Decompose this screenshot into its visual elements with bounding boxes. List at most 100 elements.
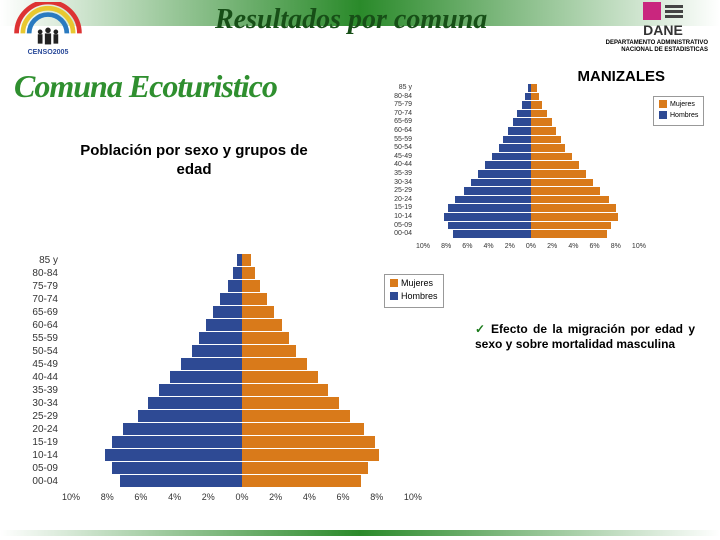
bar-hombres <box>513 118 531 126</box>
pyramid-row <box>416 170 646 179</box>
main-title: Resultados por comuna <box>215 4 487 36</box>
x-tick: 10% <box>632 243 646 250</box>
age-label: 40-44 <box>380 161 412 170</box>
bar-hombres <box>233 267 242 279</box>
age-label: 45-49 <box>380 153 412 162</box>
x-tick: 8% <box>611 243 621 250</box>
bar-mujeres <box>242 345 296 357</box>
pyramid-row <box>416 187 646 196</box>
bar-hombres <box>455 196 531 204</box>
pyramid-row <box>62 397 422 410</box>
legend-label: Hombres <box>670 112 698 119</box>
bar-hombres <box>192 345 242 357</box>
pyramid-row <box>62 436 422 449</box>
bar-hombres <box>503 136 531 144</box>
x-tick: 8% <box>441 243 451 250</box>
legend-item: Mujeres <box>390 278 438 288</box>
age-label: 20-24 <box>380 196 412 205</box>
age-label: 85 y <box>380 84 412 93</box>
footnote-text: Efecto de la migración por edad y sexo y… <box>475 322 695 351</box>
bar-hombres <box>448 204 531 212</box>
bar-mujeres <box>531 84 537 92</box>
bar-mujeres <box>531 101 543 109</box>
age-label: 60-64 <box>380 127 412 136</box>
bar-mujeres <box>242 267 255 279</box>
pyramid-row <box>62 449 422 462</box>
age-label: 75-79 <box>12 280 58 293</box>
pyramid-row <box>416 230 646 239</box>
pyramid-row <box>62 280 422 293</box>
legend-label: Hombres <box>401 291 438 301</box>
bar-mujeres <box>242 423 364 435</box>
pyramid-row <box>62 358 422 371</box>
age-label: 35-39 <box>12 384 58 397</box>
age-label: 00-04 <box>12 475 58 488</box>
bar-hombres <box>464 187 531 195</box>
age-label: 15-19 <box>380 204 412 213</box>
pyramid-row <box>416 127 646 136</box>
legend: Mujeres Hombres <box>384 274 444 308</box>
bar-mujeres <box>531 222 612 230</box>
footer-gradient <box>0 530 720 536</box>
pyramid-row <box>416 110 646 119</box>
bar-mujeres <box>242 462 368 474</box>
x-tick: 4% <box>303 492 316 502</box>
pyramid-row <box>62 319 422 332</box>
legend-item: Mujeres <box>659 100 698 108</box>
age-label: 15-19 <box>12 436 58 449</box>
bar-mujeres <box>242 306 274 318</box>
x-tick: 10% <box>404 492 422 502</box>
age-label: 85 y <box>12 254 58 267</box>
bar-mujeres <box>531 161 579 169</box>
pyramid-small: 85 y80-8475-7970-7465-6960-6455-5950-544… <box>380 82 720 272</box>
age-label: 45-49 <box>12 358 58 371</box>
legend-swatch <box>390 279 398 287</box>
bar-hombres <box>453 230 531 238</box>
x-tick: 4% <box>484 243 494 250</box>
bar-hombres <box>170 371 242 383</box>
footnote: ✓Efecto de la migración por edad y sexo … <box>475 322 695 352</box>
x-tick: 8% <box>370 492 383 502</box>
bar-hombres <box>508 127 531 135</box>
bar-mujeres <box>242 293 267 305</box>
bar-hombres <box>112 436 242 448</box>
pyramid-row <box>416 93 646 102</box>
bar-mujeres <box>242 449 379 461</box>
x-tick: 2% <box>547 243 557 250</box>
pyramid-row <box>416 222 646 231</box>
bar-mujeres <box>531 170 586 178</box>
dane-bars-icon <box>665 5 683 18</box>
age-label: 25-29 <box>380 187 412 196</box>
age-label: 80-84 <box>380 93 412 102</box>
pyramid-row <box>416 161 646 170</box>
bar-hombres <box>517 110 531 118</box>
x-tick: 6% <box>462 243 472 250</box>
x-tick: 6% <box>590 243 600 250</box>
pyramid-row <box>62 423 422 436</box>
bar-mujeres <box>531 136 561 144</box>
legend-swatch <box>390 292 398 300</box>
dane-sub1: DEPARTAMENTO ADMINISTRATIVO <box>606 40 708 46</box>
bar-mujeres <box>531 230 607 238</box>
bar-mujeres <box>242 475 361 487</box>
x-axis: 10%8%6%4%2%0%2%4%6%8%10% <box>62 492 422 502</box>
pyramid-row <box>62 410 422 423</box>
dane-square-icon <box>643 2 661 20</box>
bar-hombres <box>206 319 242 331</box>
x-tick: 8% <box>101 492 114 502</box>
bar-mujeres <box>531 204 616 212</box>
pyramid-row <box>416 136 646 145</box>
pyramid-row <box>62 384 422 397</box>
dane-text: DANE <box>618 22 708 38</box>
pyramid-row <box>62 306 422 319</box>
age-label: 55-59 <box>380 136 412 145</box>
age-label: 10-14 <box>380 213 412 222</box>
age-label: 55-59 <box>12 332 58 345</box>
bar-mujeres <box>242 280 260 292</box>
legend-swatch <box>659 111 667 119</box>
x-tick: 6% <box>134 492 147 502</box>
pyramid-row <box>416 144 646 153</box>
pyramid-row <box>62 475 422 488</box>
bar-hombres <box>478 170 531 178</box>
pyramid-row <box>62 371 422 384</box>
